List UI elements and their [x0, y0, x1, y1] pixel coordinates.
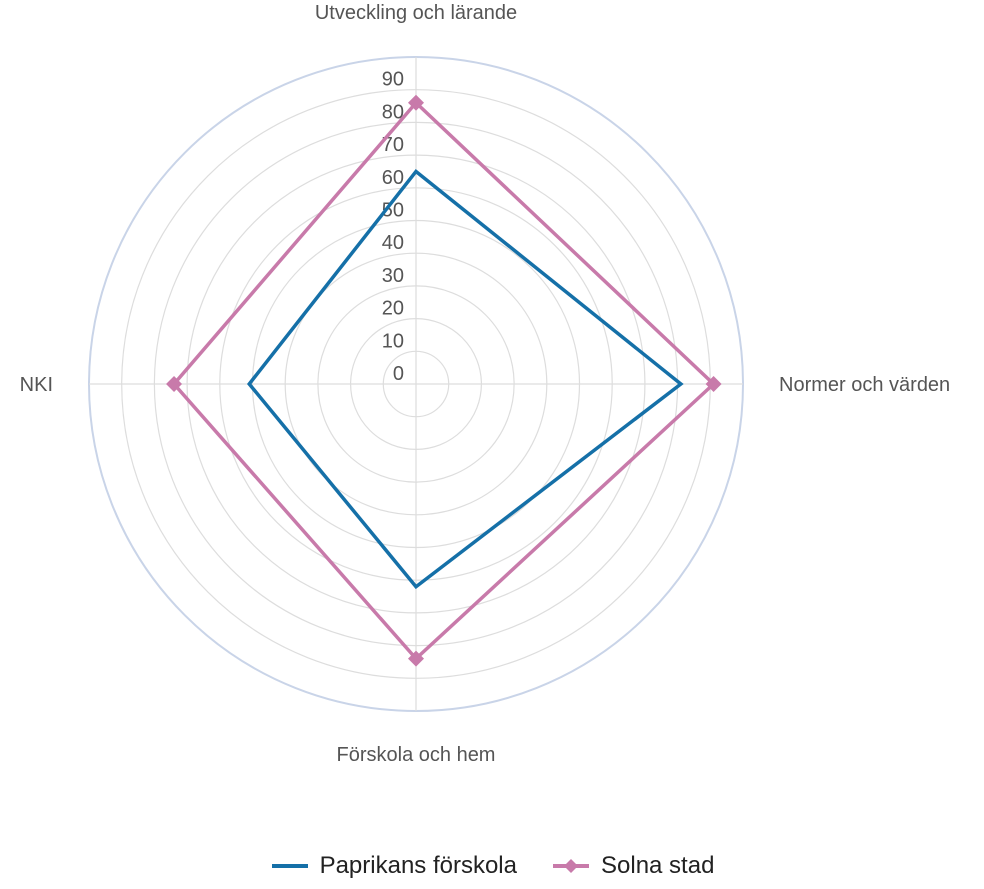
legend-item-paprikans[interactable]: Paprikans förskola: [270, 852, 517, 880]
series-line-0: [246, 168, 684, 590]
data-point-marker[interactable]: [408, 94, 424, 111]
tick-label: 30: [382, 265, 404, 287]
data-point-marker[interactable]: [166, 376, 183, 392]
tick-label: 80: [382, 101, 404, 123]
radial-tick-labels: 0 10 20 30 40 50 60 70 80 90: [382, 69, 404, 385]
legend-diamond-swatch: [553, 859, 589, 873]
category-label: Utveckling och lärande: [315, 2, 517, 24]
data-series: [166, 94, 722, 667]
radar-axes: [89, 57, 743, 711]
data-point-marker[interactable]: [408, 650, 424, 667]
series-line-1: [171, 100, 717, 662]
legend: Paprikans förskola Solna stad: [0, 852, 984, 880]
category-label: NKI: [20, 374, 53, 396]
tick-label: 70: [382, 134, 404, 156]
tick-label: 10: [382, 330, 404, 352]
tick-label: 0: [393, 363, 404, 385]
radar-chart: 0 10 20 30 40 50 60 70 80 90 Utveckling och läran…: [20, 2, 951, 766]
legend-item-solna[interactable]: Solna stad: [551, 852, 714, 880]
data-point-marker[interactable]: [705, 376, 722, 392]
category-label: Förskola och hem: [337, 744, 496, 766]
tick-label: 60: [382, 167, 404, 189]
tick-label: 90: [382, 69, 404, 91]
legend-line-swatch: [271, 864, 308, 868]
legend-label: Paprikans förskola: [319, 852, 517, 879]
legend-label: Solna stad: [601, 852, 715, 879]
tick-label: 50: [382, 200, 404, 222]
tick-label: 20: [382, 298, 404, 320]
category-label: Normer och värden: [779, 374, 950, 396]
category-labels: Utveckling och lärande Normer och värden F…: [20, 2, 951, 766]
tick-label: 40: [382, 232, 404, 254]
